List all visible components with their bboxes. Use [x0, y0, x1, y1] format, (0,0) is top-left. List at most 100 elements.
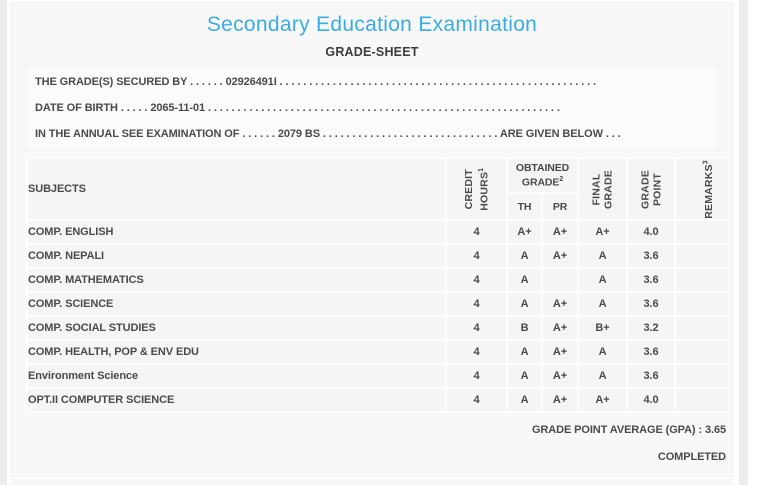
- exam-year-value: 2079 BS: [277, 128, 320, 140]
- dot-filler: . . . . . .: [187, 76, 226, 88]
- grade-point-cell: 3.6: [626, 363, 677, 389]
- subject-cell: COMP. ENGLISH: [26, 219, 447, 245]
- final-grade-header: FINAL GRADE: [577, 157, 629, 221]
- subject-cell: COMP. HEALTH, POP & ENV EDU: [26, 339, 447, 365]
- result-status: COMPLETED: [657, 451, 726, 463]
- remarks-cell: [674, 267, 731, 293]
- th-grade-cell: A: [506, 363, 543, 389]
- credit-hours-cell: 4: [445, 339, 508, 365]
- table-row: COMP. SOCIAL STUDIES 4 B A+ B+ 3.2: [26, 315, 731, 341]
- remarks-cell: [674, 363, 731, 389]
- page-title: Secondary Education Examination: [206, 13, 538, 36]
- date-of-birth-value: 2065-11-01: [150, 102, 206, 114]
- grade-sheet-card: Secondary Education Examination GRADE-SH…: [11, 2, 733, 477]
- th-grade-cell: A: [506, 243, 543, 269]
- gpa-value: 3.65: [704, 424, 726, 436]
- info-label: IN THE ANNUAL SEE EXAMINATION OF: [35, 128, 240, 140]
- remarks-cell: [674, 291, 731, 317]
- remarks-cell: [674, 243, 731, 269]
- th-grade-cell: B: [506, 315, 543, 341]
- table-row: OPT.II COMPUTER SCIENCE 4 A A+ A+ 4.0: [26, 387, 731, 413]
- info-label: DATE OF BIRTH: [35, 102, 118, 114]
- final-grade-cell: A: [577, 291, 629, 317]
- gpa-label: GRADE POINT AVERAGE (GPA) :: [531, 424, 703, 436]
- table-row: Environment Science 4 A A+ A 3.6: [26, 363, 731, 389]
- candidate-info-box: THE GRADE(S) SECURED BY . . . . . . 0292…: [26, 65, 718, 151]
- pr-grade-cell: A+: [540, 339, 580, 365]
- table-row: COMP. SCIENCE 4 A A+ A 3.6: [26, 291, 731, 317]
- grade-point-cell: 4.0: [626, 387, 677, 413]
- credit-hours-cell: 4: [445, 291, 508, 317]
- subject-cell: COMP. NEPALI: [26, 243, 447, 269]
- subject-cell: COMP. SCIENCE: [26, 291, 447, 317]
- dot-filler: . . . . . . . . . . . . . . . . . . . . …: [276, 76, 596, 88]
- th-grade-cell: A: [506, 339, 543, 365]
- subjects-header: SUBJECTS: [26, 157, 447, 221]
- dot-filler: . . . . . .: [239, 128, 278, 140]
- final-grade-cell: A: [577, 267, 629, 293]
- obtained-grade-header: OBTAINED GRADE2: [505, 156, 580, 195]
- remarks-cell: [674, 387, 731, 413]
- credit-hours-label: CREDIT HOURS: [462, 168, 490, 211]
- summary-section: GRADE POINT AVERAGE (GPA) : 3.65 COMPLET…: [12, 417, 726, 471]
- pr-grade-cell: A+: [540, 219, 580, 245]
- obtained-grade-label: OBTAINED GRADE: [515, 162, 570, 189]
- grade-point-cell: 3.6: [626, 339, 677, 365]
- remarks-cell: [674, 219, 731, 245]
- grade-point-cell: 3.6: [626, 243, 677, 269]
- footnote-marker: 3: [702, 159, 710, 164]
- credit-hours-cell: 4: [445, 267, 508, 293]
- info-line-symbol: THE GRADE(S) SECURED BY . . . . . . 0292…: [35, 69, 709, 95]
- dot-filler: . . . . . . . . . . . . . . . . . . . . …: [319, 128, 500, 140]
- pr-grade-cell: A+: [540, 243, 580, 269]
- remarks-cell: [674, 315, 731, 341]
- final-grade-cell: A: [577, 339, 629, 365]
- final-grade-cell: A: [577, 243, 629, 269]
- grade-point-cell: 4.0: [626, 219, 677, 245]
- final-grade-label: FINAL GRADE: [590, 169, 615, 209]
- credit-hours-cell: 4: [445, 219, 508, 245]
- th-grade-cell: A: [506, 387, 543, 413]
- grade-point-cell: 3.6: [626, 267, 677, 293]
- th-grade-cell: A+: [506, 219, 543, 245]
- credit-hours-cell: 4: [445, 315, 508, 341]
- subject-cell: COMP. SOCIAL STUDIES: [26, 315, 447, 341]
- grades-table: SUBJECTS CREDIT HOURS1 OBTAINED GRADE2 F…: [26, 156, 731, 413]
- grade-point-label: GRADE POINT: [639, 169, 664, 209]
- final-grade-cell: A+: [577, 219, 629, 245]
- grade-sheet-subtitle: GRADE-SHEET: [325, 45, 419, 59]
- pr-grade-cell: A+: [540, 315, 580, 341]
- gpa-line: GRADE POINT AVERAGE (GPA) : 3.65: [12, 417, 726, 444]
- pr-grade-cell: [540, 267, 580, 293]
- pr-grade-cell: A+: [540, 291, 580, 317]
- table-row: COMP. MATHEMATICS 4 A A 3.6: [26, 267, 731, 293]
- table-row: COMP. ENGLISH 4 A+ A+ A+ 4.0: [26, 219, 731, 245]
- pr-grade-cell: A+: [540, 387, 580, 413]
- remarks-cell: [674, 339, 731, 365]
- grades-table-wrap: SUBJECTS CREDIT HOURS1 OBTAINED GRADE2 F…: [26, 156, 731, 413]
- th-grade-cell: A: [506, 267, 543, 293]
- remarks-header: REMARKS3: [674, 157, 731, 221]
- next-section-edge: [11, 479, 733, 485]
- final-grade-cell: B+: [577, 315, 629, 341]
- credit-hours-header: CREDIT HOURS1: [445, 157, 508, 221]
- left-edge-strip: [0, 0, 7, 485]
- pr-column-header: PR: [540, 192, 580, 221]
- symbol-number-value: 02926491I: [225, 76, 277, 88]
- remarks-label: REMARKS: [703, 163, 716, 219]
- grade-point-header: GRADE POINT: [626, 157, 677, 221]
- info-line-exam-year: IN THE ANNUAL SEE EXAMINATION OF . . . .…: [35, 121, 709, 147]
- credit-hours-cell: 4: [445, 363, 508, 389]
- footnote-marker: 1: [476, 167, 484, 172]
- table-row: COMP. NEPALI 4 A A+ A 3.6: [26, 243, 731, 269]
- info-label: THE GRADE(S) SECURED BY: [35, 76, 188, 88]
- dot-filler: . . . . . . . . . . . . . . . . . . . . …: [205, 102, 560, 114]
- credit-hours-cell: 4: [445, 387, 508, 413]
- subject-cell: COMP. MATHEMATICS: [26, 267, 447, 293]
- subject-cell: Environment Science: [26, 363, 447, 389]
- table-subheader-row: TH PR: [27, 192, 729, 221]
- right-edge-strip: [739, 0, 748, 485]
- th-column-header: TH: [506, 192, 543, 221]
- grade-point-cell: 3.2: [626, 315, 677, 341]
- final-grade-cell: A+: [577, 387, 629, 413]
